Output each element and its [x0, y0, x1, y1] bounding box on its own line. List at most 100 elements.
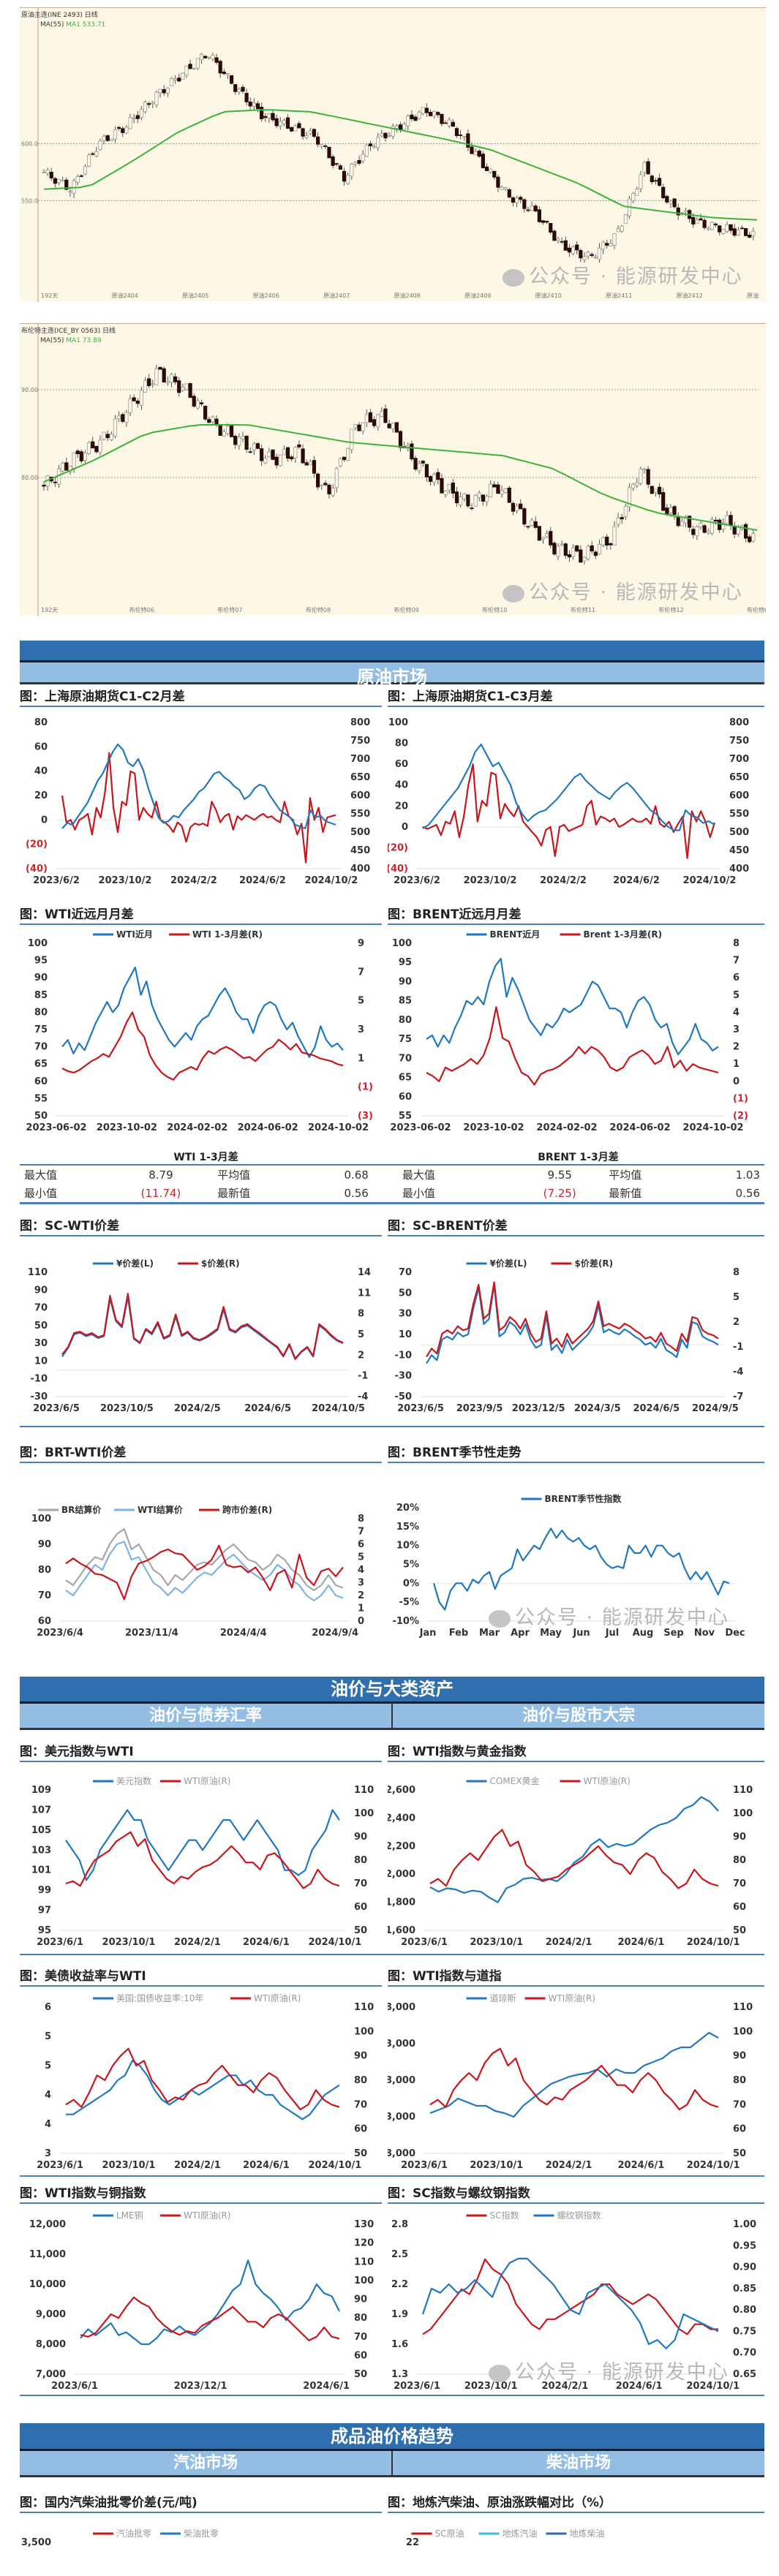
- candle-body: [462, 494, 467, 499]
- y-left-tick-label: 90: [399, 976, 412, 987]
- candle-body: [308, 130, 312, 134]
- candle-body: [380, 411, 384, 418]
- candle-body: [586, 252, 590, 257]
- section-crude-header: 原油市场: [20, 662, 764, 687]
- y-right-tick-label: 5: [358, 1552, 364, 1563]
- legend-label: SC原油: [435, 2528, 464, 2539]
- candle-body: [635, 189, 639, 196]
- x-tick-label: 2024/6/1: [303, 2381, 350, 2392]
- candle-body: [571, 547, 576, 557]
- y-left-tick-label: 3,500: [21, 2537, 51, 2548]
- candle-body: [304, 135, 309, 138]
- candle-body: [683, 210, 688, 213]
- candle-body: [135, 115, 140, 119]
- y-right-tick-label: 4: [358, 1565, 364, 1576]
- y-left-tick-label: 97: [38, 1905, 51, 1916]
- watermark-text: 公众号 · 能源研发中心: [515, 2361, 729, 2384]
- wechat-icon: [489, 1609, 511, 1628]
- legend-label: 道琼斯: [490, 1993, 516, 2003]
- candle-body: [350, 428, 354, 450]
- y-left-tick-label: 20: [34, 790, 48, 801]
- y-right-tick-label: 600: [729, 790, 749, 801]
- y-right-tick-label: 1.00: [733, 2219, 756, 2230]
- y-right-tick-label: 4: [733, 1007, 740, 1018]
- y-left-tick-label: 0: [41, 815, 48, 826]
- y-right-tick-label: -4: [358, 1391, 368, 1402]
- kline-sc-header[interactable]: 原油主连(INE 2493) 日线: [21, 12, 98, 19]
- kline-brent-chart: 90.00 80.00 192天 布伦特06 布伦特07 布伦特08 布伦特09 布伦特10 布…: [21, 324, 766, 616]
- value: 1.03: [735, 1168, 760, 1182]
- candle-body: [342, 170, 347, 182]
- candle-body: [233, 436, 238, 445]
- y-right-tick-label: 0.75: [733, 2326, 756, 2337]
- y-right-tick-label: 80: [733, 1855, 746, 1866]
- candle-body: [338, 458, 342, 467]
- wechat-icon: [503, 584, 524, 603]
- candle-body: [327, 146, 331, 159]
- y-right-tick-label: 750: [729, 736, 749, 747]
- candle-body: [282, 120, 287, 124]
- y-left-tick-label: 30: [399, 1309, 412, 1320]
- x-tick-label: 2024/6/1: [243, 2160, 290, 2171]
- y-left-tick-label: 40: [34, 766, 48, 777]
- candle-body: [147, 103, 151, 105]
- y-left-tick-label: 95: [34, 956, 48, 967]
- candle-body: [503, 187, 508, 189]
- y-tick-label: 90.00: [21, 387, 38, 393]
- candle-body: [623, 506, 628, 517]
- candle-body: [361, 154, 365, 162]
- y-right-tick-label: -1: [358, 1371, 368, 1382]
- ma-value: MA1 73.89: [66, 337, 102, 344]
- y-right-tick-label: 90: [733, 1832, 746, 1843]
- y-right-tick-label: 700: [729, 754, 749, 765]
- section-products-subheader: 汽油市场 柴油市场: [20, 2451, 764, 2477]
- wechat-icon: [503, 268, 524, 287]
- candle-body: [391, 126, 395, 137]
- candle-body: [121, 128, 125, 133]
- y-left-tick-label: 1.3: [391, 2369, 408, 2380]
- candle-body: [489, 168, 493, 173]
- candle-body: [579, 549, 583, 563]
- kline-sc-ma[interactable]: MA(55) MA1 533.71: [40, 21, 105, 29]
- series-line-2: [422, 743, 715, 831]
- y-right-tick-label: 8: [358, 1514, 364, 1525]
- candle-body: [316, 473, 320, 488]
- candle-body: [530, 520, 534, 526]
- candle-body: [192, 396, 196, 407]
- series-line-1: [426, 1283, 719, 1364]
- y-left-tick-label: 20: [395, 801, 408, 812]
- chart-gold-wti: 2,600 2,400 2,200 2,000 1,800 1,600 110 100 90 80…: [388, 1761, 764, 1952]
- x-tick-label: 布伦特12: [658, 606, 683, 613]
- kline-brent-ma[interactable]: MA(55) MA1 73.89: [40, 337, 102, 344]
- y-right-tick-label: 1: [358, 1604, 364, 1614]
- chart-sc-c1c3: 100 80 60 40 20 0 (20) (40) 800 750 700 650 600 550 50…: [388, 708, 764, 891]
- section-assets-subheader: 油价与债券汇率 油价与股市大宗: [20, 1704, 764, 1730]
- kline-brent-header[interactable]: 布伦特主连(ICE_BY 0563) 日线: [21, 328, 116, 335]
- y-right-tick-label: 80: [354, 2075, 367, 2086]
- y-right-tick-label: 110: [354, 2002, 374, 2013]
- x-tick-label: 布伦特11: [571, 606, 595, 613]
- y-left-tick-label: 1,600: [388, 1925, 415, 1936]
- x-tick-label: 192天: [41, 607, 58, 613]
- legend-label: 地炼汽油: [503, 2528, 538, 2539]
- candle-body: [657, 486, 662, 495]
- y-left-tick-label: 65: [399, 1073, 412, 1084]
- candle-body: [338, 165, 342, 170]
- candle-body: [440, 114, 444, 124]
- candle-body: [184, 383, 189, 390]
- x-tick-label: 192天: [41, 292, 58, 299]
- candle-body: [398, 431, 403, 448]
- y-left-tick-label: 8,000: [36, 2339, 66, 2350]
- candle-body: [492, 170, 497, 178]
- candle-body: [650, 175, 654, 183]
- section-diesel: 柴油市场: [391, 2451, 764, 2475]
- candle-body: [334, 163, 339, 165]
- candle-body: [214, 418, 219, 425]
- series-line-2: [61, 743, 336, 830]
- candle-body: [549, 223, 553, 233]
- y-right-tick-label: (1): [733, 1093, 748, 1104]
- candle-body: [162, 368, 166, 383]
- chart-title: 图：BRT-WTI价差: [20, 1442, 382, 1463]
- candle-body: [639, 174, 643, 189]
- candle-body: [428, 112, 433, 116]
